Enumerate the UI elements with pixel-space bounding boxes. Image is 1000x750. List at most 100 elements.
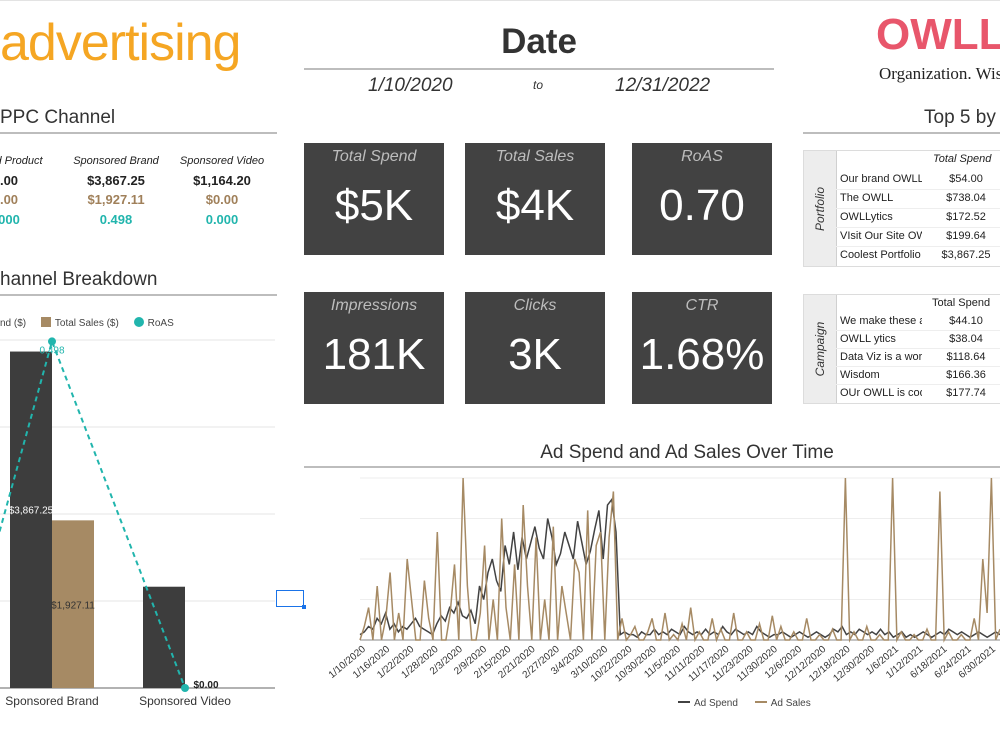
top5-title: Top 5 by — [924, 107, 996, 128]
date-to-label: to — [533, 78, 544, 92]
legend-sales-swatch — [40, 317, 51, 327]
row-name: Coolest Portfolio — [840, 249, 921, 261]
date-title: Date — [501, 22, 577, 61]
row-value: $118.64 — [946, 351, 986, 363]
table-row[interactable]: We make these a $44.10 — [836, 312, 1000, 331]
date-title-divider — [304, 68, 774, 70]
row-name: The OWLL — [840, 192, 894, 204]
table-row[interactable]: OWLL ytics $38.04 — [836, 330, 1000, 349]
row-name: OUr OWLL is coo — [840, 387, 922, 399]
kpi-value: 3K — [508, 330, 562, 379]
kpi-label: Impressions — [330, 297, 418, 314]
category-label: Sponsored Video — [139, 694, 231, 708]
timeseries-title: Ad Spend and Ad Sales Over Time — [540, 442, 834, 463]
legend-ad-spend-label: Ad Spend — [694, 698, 738, 709]
top5-divider — [803, 132, 1000, 134]
ppc-channel-title: PPC Channel — [0, 107, 116, 128]
table-row[interactable]: Wisdom $166.36 — [836, 366, 1000, 385]
campaign-header-spend: Total Spend — [932, 297, 991, 309]
table-row[interactable]: VIsit Our Site OW $199.64 — [836, 227, 1000, 247]
data-label-spend: $3,867.25 — [9, 506, 54, 517]
ppc-sales-product: .00 — [0, 192, 19, 207]
breakdown-legend: nd ($) Total Sales ($) RoAS — [0, 317, 174, 329]
table-row[interactable]: OUr OWLL is coo $177.74 — [836, 384, 1000, 402]
kpi-label: CTR — [685, 297, 719, 314]
selection-handle[interactable] — [302, 605, 306, 609]
selection-box[interactable] — [276, 590, 304, 607]
ppc-roas-product: 000 — [0, 212, 20, 227]
portfolio-header-spend: Total Spend — [933, 153, 992, 165]
ppc-roas-brand: 0.498 — [99, 212, 133, 227]
top-border — [0, 0, 1000, 1]
row-name: We make these a — [840, 315, 922, 327]
data-label-roas: 0.498 — [39, 345, 64, 356]
kpi-value: $5K — [334, 181, 414, 230]
kpi-impressions: Impressions 181K — [304, 292, 444, 404]
top5-portfolio-table: Portfolio Total Spend Our brand OWLL $54.… — [803, 150, 1000, 267]
ppc-spend-product: .00 — [0, 173, 19, 188]
row-value: $172.52 — [946, 211, 986, 223]
channel-breakdown-divider — [0, 294, 277, 296]
kpi-total-spend: Total Spend $5K — [304, 143, 444, 255]
legend-sales-label: Total Sales ($) — [54, 318, 119, 329]
table-row[interactable]: Data Viz is a wor $118.64 — [836, 348, 1000, 367]
ppc-col-product: ed Product — [0, 155, 43, 167]
ppc-spend-video: $1,164.20 — [193, 173, 251, 188]
legend-roas-swatch — [133, 317, 144, 327]
kpi-value: $4K — [495, 181, 575, 230]
row-value: $44.10 — [949, 315, 983, 327]
table-row[interactable]: The OWLL $738.04 — [836, 189, 1000, 209]
row-name: Wisdom — [840, 369, 880, 381]
row-value: $38.04 — [949, 333, 983, 345]
advertising-logo: advertising — [0, 14, 241, 72]
owllytics-logo: OWLLy — [876, 10, 1000, 59]
timeseries-chart: 1/10/20201/16/20201/22/20201/28/20202/3/… — [327, 477, 1000, 684]
table-row[interactable]: Our brand OWLL $54.00 — [836, 170, 1000, 190]
ppc-col-brand: Sponsored Brand — [73, 155, 159, 167]
campaign-side-label: Campaign — [804, 295, 837, 403]
roas-point — [48, 337, 56, 346]
kpi-label: Clicks — [513, 297, 557, 314]
owllytics-tagline: Organization. Wisd — [879, 64, 1000, 83]
series-line — [359, 477, 1000, 643]
ppc-sales-brand: $1,927.11 — [87, 192, 145, 207]
ppc-col-video: Sponsored Video — [179, 155, 265, 167]
kpi-ctr: CTR 1.68% — [632, 292, 772, 404]
row-name: VIsit Our Site OW — [840, 230, 922, 242]
row-value: $738.04 — [946, 192, 986, 204]
top5-campaign-table: Campaign Total Spend We make these a $44.… — [803, 294, 1000, 404]
bar-spend — [10, 351, 52, 688]
timeseries-divider — [304, 466, 1000, 468]
legend-roas-label: RoAS — [147, 318, 174, 329]
bar-sales — [52, 520, 94, 688]
timeseries-legend: Ad Spend Ad Sales — [678, 698, 811, 709]
roas-line — [0, 338, 186, 689]
kpi-value: 0.70 — [659, 181, 745, 230]
row-name: OWLL ytics — [840, 333, 896, 345]
date-end[interactable]: 12/31/2022 — [615, 75, 711, 96]
roas-point — [181, 684, 189, 692]
data-label-sales: $1,927.11 — [51, 600, 95, 611]
row-value: $199.64 — [946, 230, 986, 242]
legend-spend-label: nd ($) — [0, 318, 27, 329]
date-start[interactable]: 1/10/2020 — [368, 75, 453, 96]
ppc-roas-video: 0.000 — [205, 212, 239, 227]
kpi-label: RoAS — [681, 148, 723, 165]
row-name: OWLLytics — [840, 211, 893, 223]
table-row[interactable]: OWLLytics $172.52 — [836, 208, 1000, 228]
legend-ad-spend-swatch — [678, 701, 690, 703]
kpi-roas: RoAS 0.70 — [632, 143, 772, 255]
legend-ad-sales-label: Ad Sales — [770, 698, 811, 709]
ppc-spend-brand: $3,867.25 — [87, 173, 145, 188]
kpi-clicks: Clicks 3K — [465, 292, 605, 404]
portfolio-side-label: Portfolio — [804, 151, 837, 266]
channel-breakdown-title: hannel Breakdown — [0, 269, 158, 290]
kpi-value: 181K — [322, 330, 426, 379]
legend-ad-sales-swatch — [754, 701, 767, 703]
data-label-sales: $0.00 — [193, 680, 218, 691]
table-row[interactable]: Coolest Portfolio $3,867.25 — [836, 246, 1000, 265]
row-value: $177.74 — [946, 387, 986, 399]
row-value: $3,867.25 — [941, 249, 991, 261]
ppc-sales-video: $0.00 — [205, 192, 239, 207]
